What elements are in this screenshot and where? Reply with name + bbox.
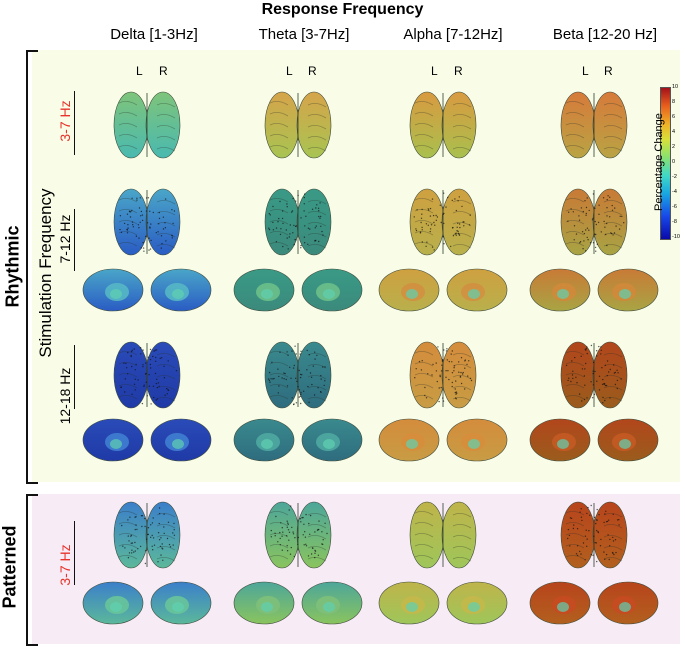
rhythmic-panel — [32, 50, 680, 482]
colorbar-tick: -6 — [672, 204, 677, 210]
right-hemisphere-label: R — [604, 64, 613, 78]
group-label-rhythmic: Rhythmic — [2, 225, 23, 308]
right-hemisphere-label: R — [308, 64, 317, 78]
patterned-panel — [32, 494, 680, 644]
left-hemisphere-label: L — [136, 64, 143, 78]
figure-title: Response Frequency — [261, 1, 424, 18]
column-header-delta: Delta [1-3Hz] — [110, 26, 198, 43]
group-label-patterned: Patterned — [0, 525, 20, 609]
rhythmic-bracket — [26, 50, 38, 484]
stimulation-axis-label: Stimulation Frequency — [36, 188, 55, 358]
colorbar-title: Percentage Change — [653, 113, 665, 211]
row-label-7-12hz: 7-12 Hz — [57, 214, 73, 264]
row-label-patterned-3-7hz: 3-7 Hz — [57, 544, 73, 586]
colorbar-tick: 2 — [672, 144, 676, 150]
colorbar-tick: 10 — [672, 84, 679, 90]
left-hemisphere-label: L — [582, 64, 589, 78]
column-header-alpha: Alpha [7-12Hz] — [403, 26, 503, 43]
colorbar-tick: -2 — [672, 174, 677, 180]
row-marker-line — [74, 345, 75, 409]
colorbar-tick: 4 — [672, 129, 676, 135]
colorbar-tick: -10 — [672, 234, 680, 240]
colorbar-tick: -8 — [672, 219, 677, 225]
row-marker-line — [74, 521, 75, 585]
colorbar — [660, 87, 671, 240]
colorbar-tick: 0 — [672, 159, 676, 165]
right-hemisphere-label: R — [159, 64, 168, 78]
row-label-12-18hz: 12-18 Hz — [57, 367, 73, 425]
right-hemisphere-label: R — [454, 64, 463, 78]
colorbar-tick: -4 — [672, 189, 677, 195]
row-marker-line — [74, 91, 75, 155]
column-header-theta: Theta [3-7Hz] — [258, 26, 350, 43]
patterned-bracket — [26, 494, 38, 646]
colorbar-tick: 6 — [672, 114, 676, 120]
left-hemisphere-label: L — [286, 64, 293, 78]
colorbar-tick: 8 — [672, 99, 676, 105]
left-hemisphere-label: L — [431, 64, 438, 78]
column-header-beta: Beta [12-20 Hz] — [552, 26, 658, 43]
row-marker-line — [74, 209, 75, 271]
row-label-3-7hz: 3-7 Hz — [57, 100, 73, 142]
